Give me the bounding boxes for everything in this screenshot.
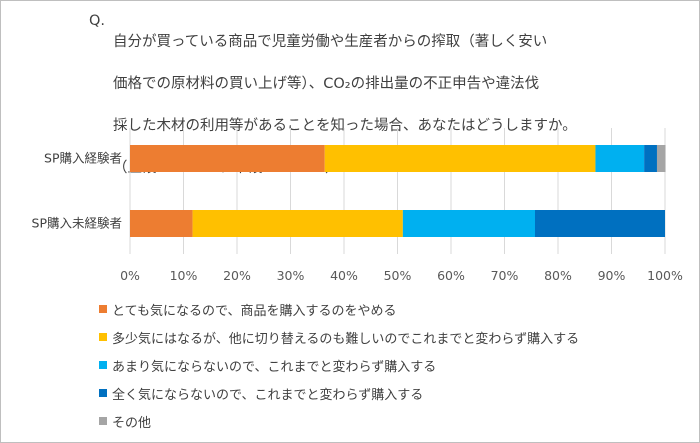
legend-swatch [99, 333, 107, 341]
legend-swatch [99, 389, 107, 397]
legend-item: あまり気にならないので、これまでと変わらず購入する [99, 351, 579, 379]
legend: とても気になるので、商品を購入するのをやめる多少気にはなるが、他に切り替えるのも… [99, 295, 579, 435]
x-tick-label: 90% [598, 268, 626, 283]
bar-segment [130, 145, 325, 172]
legend-label: その他 [112, 415, 152, 431]
x-tick-label: 100% [647, 268, 683, 283]
x-tick-label: 70% [491, 268, 519, 283]
title-line: 価格での原材料の買い上げ等）、CO₂の排出量の不正申告や違法伐 [113, 76, 540, 92]
bar-segment [595, 145, 645, 172]
x-tick-label: 60% [437, 268, 465, 283]
x-tick-label: 80% [544, 268, 572, 283]
bar-segment [656, 145, 666, 172]
legend-item: 多少気にはなるが、他に切り替えるのも難しいのでこれまでと変わらず購入する [99, 323, 579, 351]
bar-chart: 0% 10% 20% 30% 40% 50% 60% 70% 80% 90% 100% SP購入経験者… [32, 128, 683, 283]
x-tick-label: 50% [384, 268, 412, 283]
legend-swatch [99, 361, 107, 369]
x-tick-label: 20% [223, 268, 251, 283]
bar-segment [402, 210, 535, 237]
x-tick-label: 10% [170, 268, 198, 283]
bar-segment [130, 210, 193, 237]
x-tick-label: 0% [120, 268, 140, 283]
legend-item: とても気になるので、商品を購入するのをやめる [99, 295, 579, 323]
category-label: SP購入未経験者 [32, 216, 122, 231]
legend-swatch [99, 305, 107, 313]
legend-label: 多少気にはなるが、他に切り替えるのも難しいのでこれまでと変わらず購入する [112, 331, 580, 347]
legend-item: 全く気にならないので、これまでと変わらず購入する [99, 379, 579, 407]
legend-label: とても気になるので、商品を購入するのをやめる [112, 303, 397, 319]
legend-swatch [99, 417, 107, 425]
bar-segment [534, 210, 665, 237]
bar-segment [192, 210, 403, 237]
x-tick-label: 40% [330, 268, 358, 283]
x-tick-label: 30% [277, 268, 305, 283]
legend-label: 全く気にならないので、これまでと変わらず購入する [112, 387, 424, 403]
title-line: 自分が買っている商品で児童労働や生産者からの搾取（著しく安い [113, 34, 548, 50]
category-label: SP購入経験者 [44, 151, 122, 166]
bar-segment [644, 145, 657, 172]
legend-item: その他 [99, 407, 579, 435]
title-line: 採した木材の利用等があることを知った場合、あなたはどうしますか。 [113, 118, 577, 134]
title-prefix: Q. [89, 13, 106, 29]
bar-segment [324, 145, 596, 172]
legend-label: あまり気にならないので、これまでと変わらず購入する [112, 359, 437, 375]
